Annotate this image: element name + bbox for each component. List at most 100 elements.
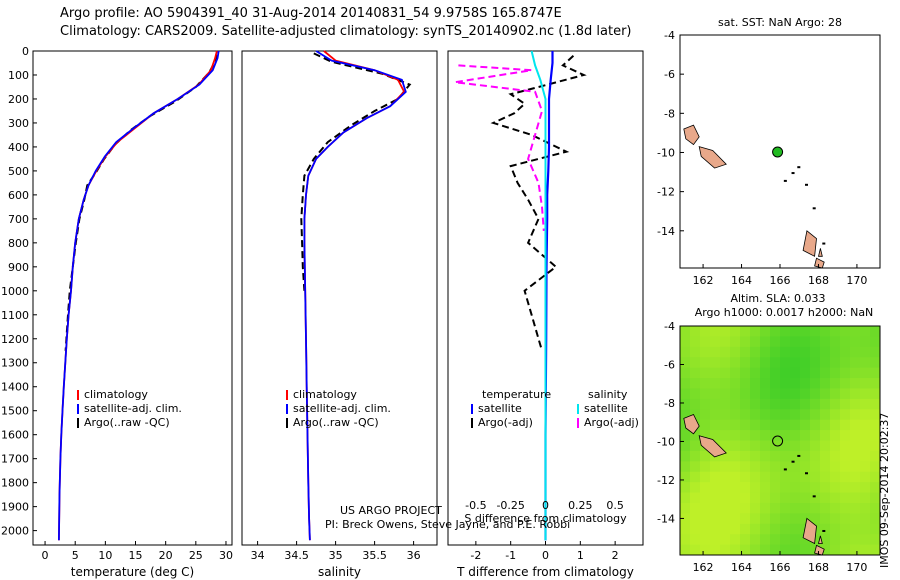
sdiff-tick-label: -0.25 — [496, 499, 524, 512]
sla-cell — [680, 336, 691, 348]
sla-cell — [710, 513, 721, 525]
salinity-axis-label: salinity — [318, 565, 361, 579]
sla-cell — [830, 326, 841, 337]
sla-cell — [870, 492, 881, 504]
sla-cell — [730, 409, 741, 421]
sla-cell — [810, 471, 821, 483]
sla-cell — [870, 419, 881, 431]
sla-cell — [770, 492, 781, 504]
lon-tick-label: 162 — [693, 561, 714, 574]
sla-cell — [830, 430, 841, 441]
islet-mark — [805, 472, 808, 475]
depth-tick-label: 100 — [8, 69, 29, 82]
sla-cell — [680, 326, 691, 337]
lon-tick-label: 164 — [731, 561, 752, 574]
sla-cell — [790, 471, 801, 483]
sla-cell — [730, 461, 741, 473]
sla-cell — [790, 326, 801, 337]
sla-cell — [680, 430, 691, 441]
sla-cell — [810, 492, 821, 504]
salinity-panel-frame — [241, 50, 438, 546]
timestamp-stamp: IMOS 09-Sep-2014 20:02:37 — [878, 412, 891, 568]
sla-cell — [710, 482, 721, 494]
sla-cell — [820, 534, 831, 546]
islet-mark — [783, 468, 787, 471]
sla-cell — [830, 492, 841, 504]
islet-mark — [791, 172, 795, 175]
sla-cell — [800, 378, 811, 389]
sla-cell — [840, 430, 851, 441]
sla-cell — [780, 523, 791, 535]
sla-cell — [730, 440, 741, 452]
sla-cell — [790, 450, 801, 462]
plot-title-line2: Climatology: CARS2009. Satellite-adjuste… — [60, 24, 632, 39]
sla-cell — [840, 346, 851, 358]
sla-cell — [780, 336, 791, 348]
sla-cell — [860, 409, 871, 421]
lat-tick-label: -4 — [664, 320, 675, 333]
islet-mark — [797, 454, 801, 457]
sla-cell — [700, 450, 711, 462]
sla-cell — [860, 419, 871, 431]
sla-cell — [790, 336, 801, 348]
sla-cell — [750, 450, 761, 462]
sla-cell — [870, 450, 881, 462]
sla-cell — [790, 367, 801, 379]
sla-cell — [770, 357, 781, 369]
sla-cell — [740, 523, 751, 535]
sla-cell — [760, 492, 771, 504]
sla-cell — [710, 471, 721, 483]
sla-cell — [850, 482, 861, 494]
sla-cell — [830, 419, 841, 431]
tdiff-x-tick-label: 0 — [542, 549, 549, 562]
sla-cell — [710, 346, 721, 358]
salinity-x-tick-label: 35 — [329, 549, 343, 562]
lat-tick-label: -12 — [657, 186, 675, 199]
sla-cell — [820, 346, 831, 358]
sla-cell — [790, 409, 801, 421]
sla-cell — [690, 378, 701, 389]
tdiff-axis-label: T difference from climatology — [456, 565, 634, 579]
sla-cell — [860, 440, 871, 452]
sla-cell — [690, 430, 701, 441]
tdiff-x-tick-label: 2 — [612, 549, 619, 562]
sla-cell — [720, 523, 731, 535]
lon-tick-label: 168 — [808, 561, 829, 574]
sla-cell — [700, 534, 711, 546]
sla-cell — [730, 367, 741, 379]
sla-cell — [740, 544, 751, 556]
sla-cell — [710, 326, 721, 337]
land-polygon — [683, 413, 700, 435]
sla-cell — [870, 523, 881, 535]
sla-cell — [740, 534, 751, 546]
sla-cell — [750, 409, 761, 421]
depth-tick-label: 500 — [8, 165, 29, 178]
lat-tick-label: -6 — [664, 358, 675, 371]
lat-tick-label: -4 — [664, 29, 675, 42]
sla-cell — [840, 378, 851, 389]
sla-cell — [750, 336, 761, 348]
sla-cell — [710, 398, 721, 410]
credit-line1: US ARGO PROJECT — [340, 504, 442, 517]
legend-label: Argo(..raw -QC) — [293, 416, 379, 429]
depth-tick-label: 0 — [22, 45, 29, 58]
sla-cell — [730, 357, 741, 369]
sla-cell — [780, 534, 791, 546]
depth-tick-label: 1800 — [1, 477, 29, 490]
legend-label: Argo(..raw -QC) — [84, 416, 170, 429]
sla-cell — [850, 346, 861, 358]
sla-cell — [830, 544, 841, 556]
sla-cell — [700, 482, 711, 494]
sla-cell — [800, 534, 811, 546]
sla-cell — [690, 471, 701, 483]
sla-cell — [730, 450, 741, 462]
sla-cell — [820, 450, 831, 462]
lat-tick-label: -10 — [657, 435, 675, 448]
salinity-x-tick-label: 35.5 — [362, 549, 387, 562]
sla-cell — [720, 378, 731, 389]
sla-cell — [850, 471, 861, 483]
sla-cell — [840, 492, 851, 504]
sla-cell — [750, 367, 761, 379]
sla-cell — [730, 398, 741, 410]
